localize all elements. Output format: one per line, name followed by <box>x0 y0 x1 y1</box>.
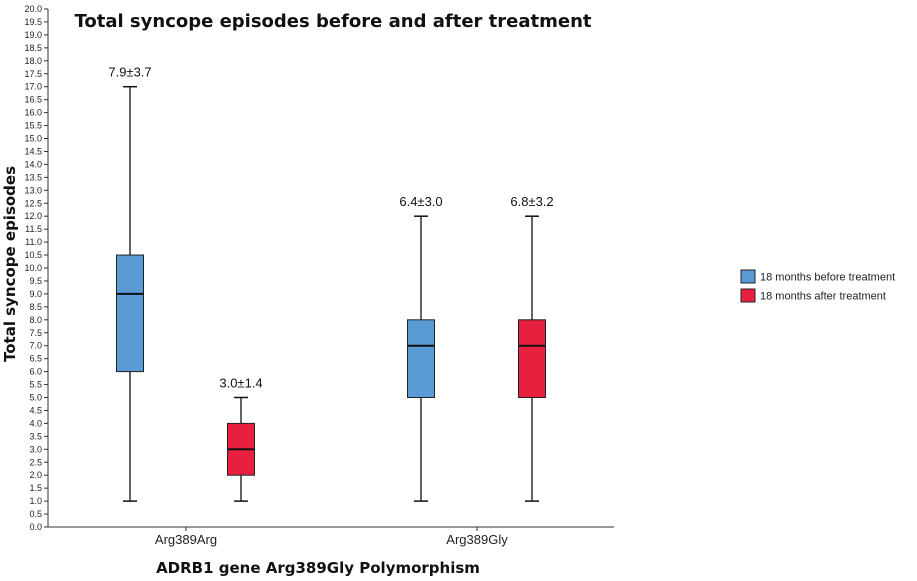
y-tick-label: 18.0 <box>24 56 42 66</box>
chart-title: Total syncope episodes before and after … <box>74 11 591 32</box>
y-tick-label: 2.0 <box>29 470 42 480</box>
y-tick-label: 6.5 <box>29 354 42 364</box>
y-tick-label: 11.5 <box>25 224 42 234</box>
y-tick-label: 17.0 <box>24 82 42 92</box>
y-tick-label: 8.0 <box>29 315 42 325</box>
y-tick-label: 14.5 <box>24 146 42 156</box>
y-tick-label: 12.0 <box>24 211 42 221</box>
legend-label-after: 18 months after treatment <box>760 291 886 303</box>
y-tick-label: 10.0 <box>24 263 42 273</box>
x-axis-title: ADRB1 gene Arg389Gly Polymorphism <box>156 559 480 577</box>
y-tick-label: 5.5 <box>29 380 42 390</box>
iqr-box <box>116 254 144 373</box>
y-tick-label: 9.0 <box>29 289 42 299</box>
y-tick-label: 5.0 <box>29 393 42 403</box>
y-tick-label: 3.5 <box>29 431 42 441</box>
box-arg389arg-before: 7.9±3.7 <box>108 65 152 502</box>
y-tick-label: 0.5 <box>29 509 42 519</box>
y-tick-label: 18.5 <box>24 43 42 53</box>
y-tick-label: 16.0 <box>24 108 42 118</box>
y-tick-label: 8.5 <box>29 302 42 312</box>
y-tick-label: 13.5 <box>24 172 42 182</box>
y-tick-label: 10.5 <box>24 250 42 260</box>
y-tick-label: 1.5 <box>29 483 42 493</box>
y-tick-label: 16.5 <box>24 95 42 105</box>
y-tick-label: 14.0 <box>24 159 42 169</box>
y-tick-label: 19.0 <box>24 30 42 40</box>
mean-sd-label: 7.9±3.7 <box>108 65 151 80</box>
y-tick-label: 19.5 <box>24 17 42 27</box>
x-tick-label: Arg389Arg <box>155 532 217 547</box>
mean-sd-label: 6.4±3.0 <box>399 194 442 209</box>
legend: 18 months before treatment 18 months afte… <box>740 269 895 303</box>
box-arg389arg-after: 3.0±1.4 <box>219 376 263 502</box>
y-tick-label: 15.5 <box>24 121 42 131</box>
y-tick-label: 9.5 <box>29 276 42 286</box>
plot-area: 0.0 0.5 1.0 1.5 2.0 2.5 3.0 3.5 4.0 4.5 5.0 5.5 6.0 6… <box>24 4 614 547</box>
y-tick-label: 1.0 <box>29 496 42 506</box>
y-tick-label: 13.0 <box>24 185 42 195</box>
y-tick-label: 20.0 <box>24 4 42 14</box>
y-tick-label: 7.5 <box>29 328 42 338</box>
y-tick-label: 2.5 <box>29 457 42 467</box>
x-tick-label: Arg389Gly <box>446 532 508 547</box>
mean-sd-label: 3.0±1.4 <box>219 376 262 391</box>
iqr-box <box>518 319 546 398</box>
mean-sd-label: 6.8±3.2 <box>510 194 553 209</box>
y-tick-label: 15.0 <box>24 134 42 144</box>
y-tick-label: 12.5 <box>24 198 42 208</box>
y-tick-label: 7.0 <box>29 341 42 351</box>
y-tick-label: 17.5 <box>24 69 42 79</box>
box-arg389gly-before: 6.4±3.0 <box>399 194 443 502</box>
y-axis-title: Total syncope episodes <box>1 166 19 362</box>
y-tick-label: 4.5 <box>29 405 42 415</box>
y-tick-label: 6.0 <box>29 367 42 377</box>
y-tick-label: 0.0 <box>29 522 42 532</box>
iqr-box <box>407 319 435 398</box>
y-tick-label: 4.0 <box>29 418 42 428</box>
y-tick-label: 3.0 <box>29 444 42 454</box>
legend-swatch-before <box>740 269 756 284</box>
box-arg389gly-after: 6.8±3.2 <box>510 194 554 502</box>
legend-label-before: 18 months before treatment <box>760 272 895 284</box>
legend-swatch-after <box>740 288 756 303</box>
y-tick-label: 11.0 <box>25 237 42 247</box>
